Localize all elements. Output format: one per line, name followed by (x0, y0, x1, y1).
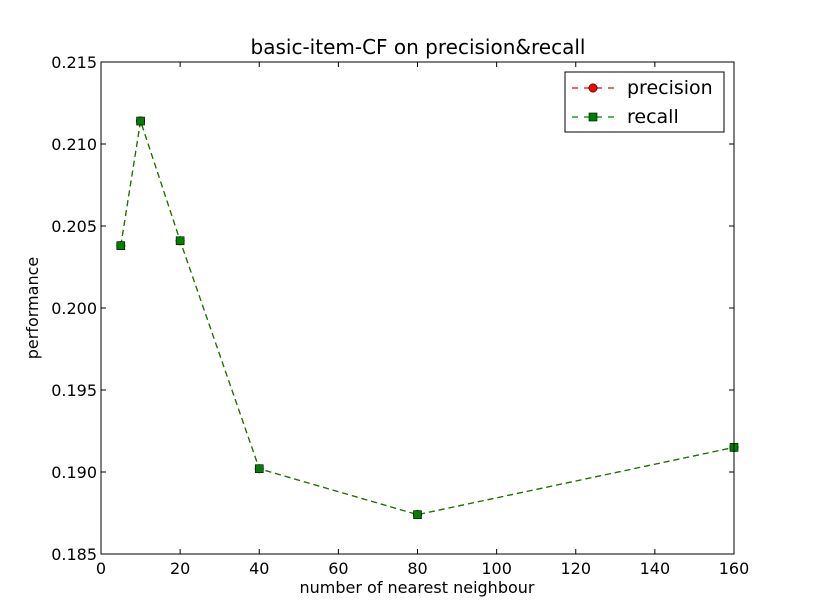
y-tick-label: 0.215 (51, 53, 97, 72)
x-axis-ticks: 0 20 40 60 80 100 120 140 160 (96, 62, 749, 578)
y-axis-label: performance (23, 257, 42, 359)
y-tick-label: 0.190 (51, 463, 97, 482)
y-tick-label: 0.185 (51, 545, 97, 564)
data-point-recall (136, 116, 145, 126)
x-axis-label: number of nearest neighbour (300, 578, 535, 597)
plot-area (100, 61, 739, 555)
x-tick-label: 160 (719, 559, 750, 578)
legend-recall-marker (588, 112, 598, 122)
x-tick-label: 0 (96, 559, 106, 578)
x-tick-label: 60 (328, 559, 348, 578)
x-tick-label: 120 (560, 559, 591, 578)
x-tick-label: 80 (407, 559, 427, 578)
x-tick-label: 20 (170, 559, 190, 578)
x-tick-label: 100 (481, 559, 512, 578)
y-tick-label: 0.210 (51, 135, 97, 154)
data-point-recall (175, 236, 185, 246)
series-line-precision (120, 120, 735, 516)
data-point-recall (116, 241, 126, 250)
plot-frame (100, 61, 735, 555)
legend: precision recall (564, 71, 725, 133)
y-tick-label: 0.205 (51, 217, 97, 236)
data-point-recall (413, 510, 422, 519)
series-line-recall (120, 120, 735, 516)
x-tick-label: 40 (249, 559, 269, 578)
series-layer (116, 116, 739, 520)
legend-recall-label: recall (627, 106, 679, 128)
legend-frame (564, 71, 725, 133)
legend-precision-label: precision (627, 77, 713, 99)
legend-precision-marker (588, 83, 598, 93)
y-axis-ticks: 0.185 0.190 0.195 0.200 0.205 0.210 0.215 (51, 53, 734, 564)
y-tick-label: 0.200 (51, 299, 97, 318)
chart-title: basic-item-CF on precision&recall (251, 35, 586, 59)
y-tick-label: 0.195 (51, 381, 97, 400)
data-point-recall (254, 464, 264, 474)
x-tick-label: 140 (640, 559, 671, 578)
